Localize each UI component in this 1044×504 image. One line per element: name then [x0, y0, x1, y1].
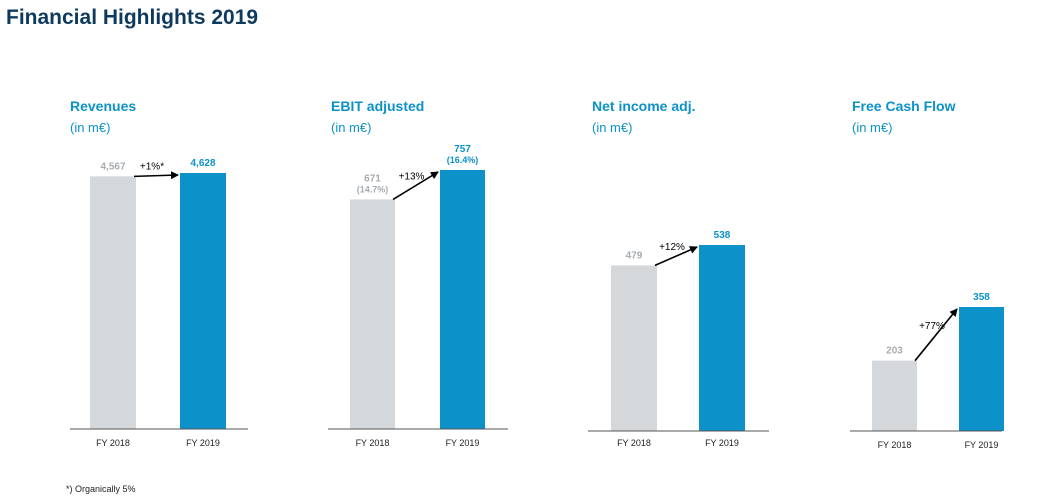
chart-svg: 4,567 FY 2018 4,628 FY 2019 +1%* — [70, 158, 248, 448]
category-label: FY 2018 — [878, 440, 912, 450]
chart-svg: 479 FY 2018 538 FY 2019 +12% — [588, 230, 769, 448]
value-label: 757 — [454, 144, 471, 155]
value-label: 203 — [886, 346, 903, 357]
category-label: FY 2019 — [186, 438, 220, 448]
chart-svg: 671(14.7%) FY 2018 757(16.4%) FY 2019 +13% — [328, 144, 508, 448]
margin-label: (16.4%) — [447, 155, 479, 165]
change-label: +77% — [919, 321, 945, 332]
change-arrow — [392, 171, 439, 201]
chart-unit: (in m€) — [70, 120, 111, 135]
value-label: 4,628 — [190, 158, 215, 169]
chart-unit: (in m€) — [592, 120, 633, 135]
change-arrow — [133, 171, 179, 180]
chart-panel-ebit: EBIT adjusted (in m€) 671 (14.7%) FY 2018 7… — [320, 0, 520, 504]
value-label: 4,567 — [100, 161, 125, 172]
chart-title: Revenues — [70, 98, 137, 114]
chart-title: Free Cash Flow — [852, 98, 956, 114]
margin-label: (14.7%) — [357, 184, 389, 194]
page-title: Financial Highlights 2019 — [6, 6, 259, 29]
category-label: FY 2018 — [356, 438, 390, 448]
chart-title: Net income adj. — [592, 98, 696, 114]
category-label: FY 2018 — [617, 438, 651, 448]
bar-fy-2019 — [959, 307, 1004, 431]
change-label: +1%* — [140, 162, 164, 173]
chart-panel-free-cash-flow: Free Cash Flow (in m€) 203 FY 2018 358 FY 2… — [842, 0, 1042, 504]
footnote: *) Organically 5% — [66, 484, 136, 494]
bar-fy-2019 — [180, 173, 226, 429]
value-label: 538 — [714, 230, 731, 241]
bar-fy-2018 — [90, 176, 136, 429]
chart-panel-net-income: Net income adj. (in m€) 479 FY 2018 538 FY … — [581, 0, 781, 504]
chart-unit: (in m€) — [331, 120, 372, 135]
category-label: FY 2018 — [96, 438, 130, 448]
change-arrow — [654, 246, 698, 267]
change-label: +13% — [399, 172, 425, 183]
chart-panel-revenues: Revenues (in m€) 4,567 FY 2018 4,628 FY 201… — [60, 0, 260, 504]
category-label: FY 2019 — [446, 438, 480, 448]
chart-title: EBIT adjusted — [331, 98, 425, 114]
bar-fy-2018 — [872, 360, 917, 431]
bar-fy-2019 — [440, 170, 485, 429]
value-label: 671 — [364, 173, 381, 184]
value-label: 479 — [626, 250, 643, 261]
category-label: FY 2019 — [705, 438, 739, 448]
bar-fy-2018 — [350, 199, 395, 429]
change-arrow — [914, 308, 958, 362]
category-label: FY 2019 — [965, 440, 999, 450]
bar-fy-2019 — [699, 245, 745, 431]
change-label: +12% — [659, 242, 685, 253]
chart-unit: (in m€) — [852, 120, 893, 135]
value-label: 358 — [973, 292, 990, 303]
chart-svg: 203 FY 2018 358 FY 2019 +77% — [850, 292, 1004, 450]
bar-fy-2018 — [611, 265, 657, 431]
